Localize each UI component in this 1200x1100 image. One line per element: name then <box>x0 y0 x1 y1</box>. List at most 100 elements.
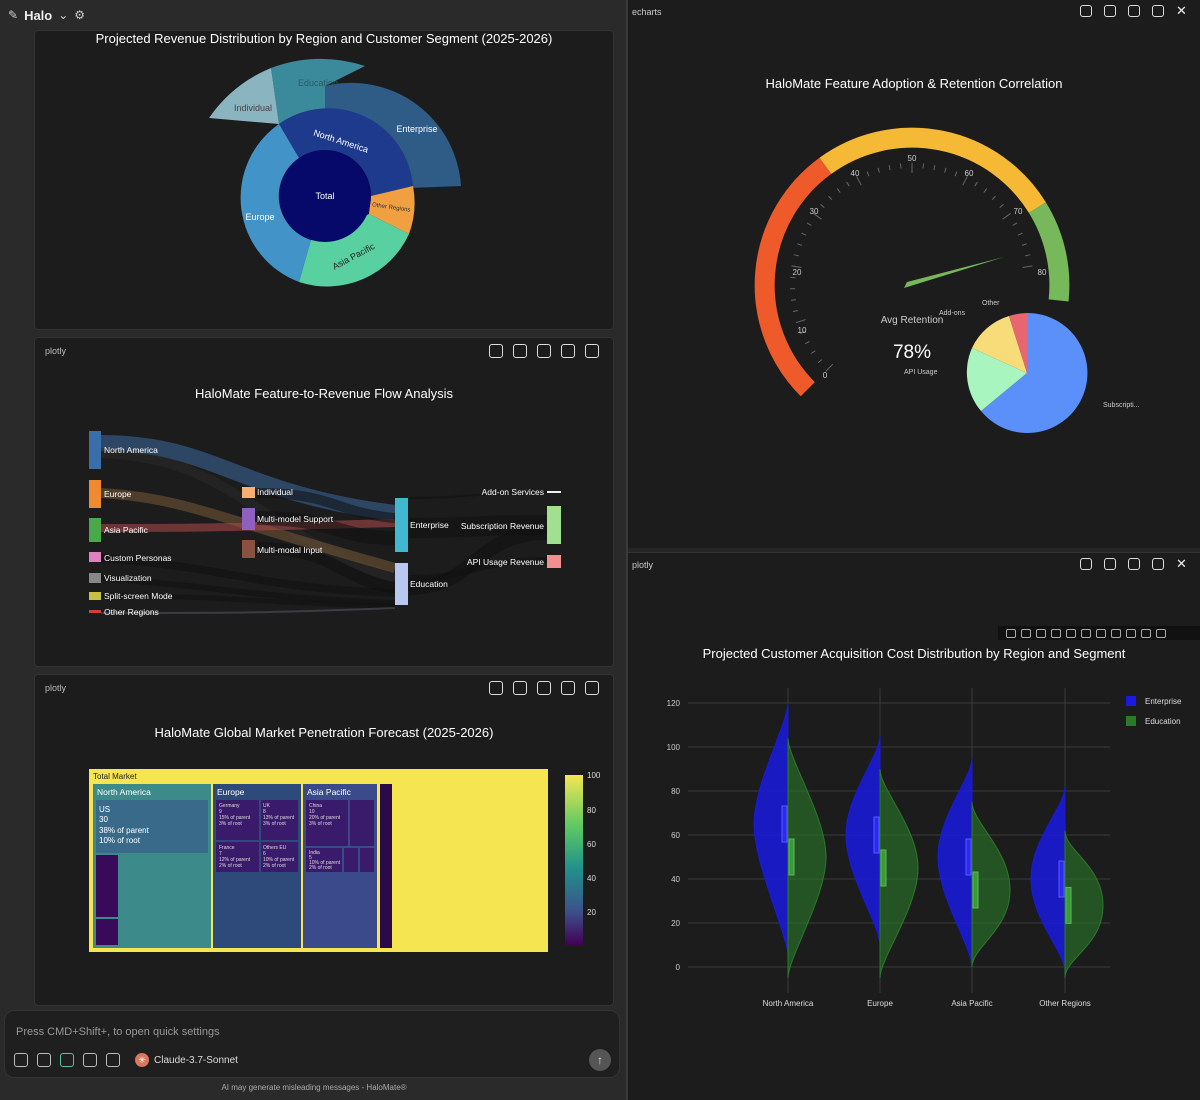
chevron-down-icon[interactable]: ⌄ <box>58 8 69 22</box>
download-icon[interactable] <box>537 681 551 695</box>
node-individual[interactable] <box>242 487 255 498</box>
sunburst-other-regions[interactable] <box>369 186 415 234</box>
pie-subscription[interactable] <box>981 312 1088 433</box>
model-selector[interactable]: ✳ Claude-3.7-Sonnet <box>135 1053 238 1067</box>
download-icon[interactable] <box>1104 5 1116 17</box>
play-icon[interactable] <box>585 344 599 358</box>
treemap-japan[interactable] <box>350 800 374 846</box>
chart-icon[interactable] <box>60 1053 74 1067</box>
lasso-icon[interactable] <box>1066 628 1076 638</box>
tools-icon[interactable] <box>37 1053 51 1067</box>
code-icon[interactable] <box>489 344 503 358</box>
violin-enterprise-3[interactable] <box>1030 786 1066 972</box>
node-education[interactable] <box>395 563 408 605</box>
violin-education-3[interactable] <box>1064 830 1104 979</box>
copy-icon[interactable] <box>561 344 575 358</box>
sunburst-enterprise[interactable] <box>325 82 461 188</box>
pan-icon[interactable] <box>1036 628 1046 638</box>
legend-swatch-education[interactable] <box>1126 716 1136 726</box>
sunburst-title: Projected Revenue Distribution by Region… <box>95 31 553 46</box>
node-asia-pacific[interactable] <box>89 518 101 542</box>
copy-icon[interactable] <box>561 681 575 695</box>
treemap-other-regions[interactable] <box>380 784 392 948</box>
node-enterprise[interactable] <box>395 498 408 552</box>
sunburst-asia-pacific[interactable] <box>299 214 409 287</box>
treemap-germany[interactable] <box>216 800 259 840</box>
send-button[interactable]: ↑ <box>589 1049 611 1071</box>
composer[interactable]: Press CMD+Shift+, to open quick settings… <box>4 1010 620 1078</box>
sunburst-individual[interactable] <box>209 68 279 124</box>
violin-education-1[interactable] <box>879 768 919 979</box>
treemap-canada[interactable] <box>96 855 118 917</box>
node-multi-modal[interactable] <box>242 540 255 558</box>
autoscale-icon[interactable] <box>1111 628 1121 638</box>
node-api-usage[interactable] <box>547 555 561 568</box>
close-icon[interactable]: ✕ <box>1176 3 1187 18</box>
zoom-in-icon[interactable] <box>1081 628 1091 638</box>
edit-icon[interactable]: ✎ <box>8 8 19 22</box>
spike-icon[interactable] <box>1141 628 1151 638</box>
node-visualization[interactable] <box>89 573 101 583</box>
pane-divider[interactable] <box>626 0 628 1100</box>
node-north-america[interactable] <box>89 431 101 469</box>
fullscreen-icon[interactable] <box>1152 558 1164 570</box>
add-file-icon[interactable] <box>83 1053 97 1067</box>
legend-swatch-enterprise[interactable] <box>1126 696 1136 706</box>
camera-icon[interactable] <box>1080 5 1092 17</box>
attach-icon[interactable] <box>14 1053 28 1067</box>
code-icon[interactable] <box>489 681 503 695</box>
legend-education[interactable]: Education <box>1145 717 1181 726</box>
treemap-other-ap[interactable] <box>344 848 358 872</box>
node-multi-model[interactable] <box>242 508 255 530</box>
table-icon[interactable] <box>106 1053 120 1067</box>
violin-enterprise-1[interactable] <box>845 735 881 946</box>
settings-sliders-icon[interactable]: ⚙ <box>74 8 86 22</box>
sunburst-europe[interactable] <box>240 124 311 282</box>
camera-icon[interactable] <box>1080 558 1092 570</box>
treemap-others-eu[interactable] <box>261 842 298 872</box>
camera-icon[interactable] <box>1006 628 1016 638</box>
pie-api-usage[interactable] <box>966 348 1027 411</box>
fullscreen-icon[interactable] <box>1152 5 1164 17</box>
download-icon[interactable] <box>537 344 551 358</box>
download-icon[interactable] <box>1104 558 1116 570</box>
zoom-out-icon[interactable] <box>1096 628 1106 638</box>
treemap-title: HaloMate Global Market Penetration Forec… <box>154 725 494 740</box>
treemap-china[interactable] <box>306 800 348 846</box>
pie-add-ons[interactable] <box>972 316 1027 373</box>
sunburst-north-america[interactable] <box>279 108 413 196</box>
copy-icon[interactable] <box>1128 558 1140 570</box>
legend-enterprise[interactable]: Enterprise <box>1145 697 1182 706</box>
node-europe[interactable] <box>89 480 101 508</box>
sunburst-education[interactable] <box>271 58 365 124</box>
composer-input[interactable]: Press CMD+Shift+, to open quick settings <box>16 1026 220 1038</box>
pie-other[interactable] <box>1009 313 1027 373</box>
hover-icon[interactable] <box>1156 628 1166 638</box>
node-custom-personas[interactable] <box>89 552 101 562</box>
node-split-screen[interactable] <box>89 592 101 600</box>
treemap-us[interactable] <box>96 800 208 853</box>
node-subscription[interactable] <box>547 506 561 544</box>
violin-enterprise-0[interactable] <box>753 702 789 957</box>
close-icon[interactable]: ✕ <box>1176 556 1187 571</box>
zoom-icon[interactable] <box>1021 628 1031 638</box>
violin-education-0[interactable] <box>787 738 827 979</box>
node-other-regions[interactable] <box>89 610 101 613</box>
treemap-uk[interactable] <box>261 800 298 840</box>
camera-icon[interactable] <box>513 344 527 358</box>
camera-icon[interactable] <box>513 681 527 695</box>
treemap-india[interactable] <box>306 848 342 872</box>
home-icon[interactable] <box>1126 628 1136 638</box>
node-add-on[interactable] <box>547 491 561 493</box>
treemap-other-ap[interactable] <box>360 848 374 872</box>
box-select-icon[interactable] <box>1051 628 1061 638</box>
sunburst-center[interactable] <box>279 150 371 242</box>
treemap-mexico[interactable] <box>96 919 118 945</box>
treemap-france[interactable] <box>216 842 259 872</box>
copy-icon[interactable] <box>1128 5 1140 17</box>
app-title[interactable]: Halo <box>24 7 53 23</box>
violin-education-2[interactable] <box>971 801 1011 968</box>
play-icon[interactable] <box>585 681 599 695</box>
gauge-tick-mark <box>792 310 798 313</box>
violin-enterprise-2[interactable] <box>937 757 973 968</box>
